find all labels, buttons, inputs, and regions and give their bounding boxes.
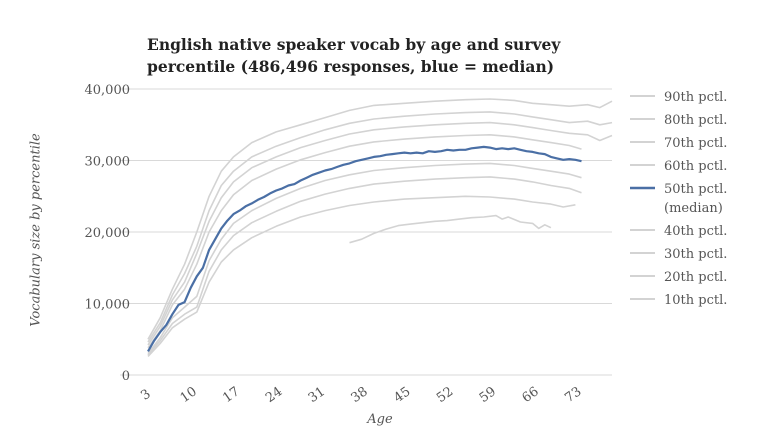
legend-label: (median) (664, 201, 723, 216)
x-tick-label: 59 (477, 384, 499, 406)
chart-title-line-1: English native speaker vocab by age and … (147, 35, 561, 54)
legend-label: 10th pctl. (664, 293, 727, 308)
legend-label: 70th pctl. (664, 136, 727, 151)
chart-title: English native speaker vocab by age and … (147, 34, 560, 78)
series-line (147, 121, 613, 346)
x-tick-label: 52 (434, 384, 456, 406)
series-line (147, 162, 582, 355)
y-tick-label: 20,000 (85, 226, 131, 241)
legend-label: 90th pctl. (664, 90, 727, 105)
y-tick-label: 40,000 (85, 83, 131, 98)
x-tick-label: 66 (520, 384, 542, 406)
y-tick-label: 0 (122, 369, 130, 384)
x-tick-label: 24 (263, 384, 285, 406)
x-axis-label: Age (367, 412, 393, 427)
x-tick-label: 45 (391, 384, 413, 406)
series-line (147, 195, 576, 357)
x-tick-label: 17 (220, 384, 242, 406)
legend-label: 50th pctl. (664, 182, 727, 197)
legend-label: 80th pctl. (664, 113, 727, 128)
x-tick-label: 73 (562, 384, 584, 406)
x-tick-label: 10 (178, 384, 200, 406)
series-line (147, 134, 582, 349)
series-line (349, 214, 552, 244)
legend-label: 40th pctl. (664, 224, 727, 239)
legend-label: 60th pctl. (664, 159, 727, 174)
y-tick-label: 10,000 (85, 298, 131, 313)
legend-label: 20th pctl. (664, 270, 727, 285)
series-line (147, 98, 613, 340)
legend-label: 30th pctl. (664, 247, 727, 262)
series-line-median (147, 145, 582, 352)
x-tick-label: 31 (306, 384, 328, 406)
x-tick-label: 3 (138, 387, 153, 404)
x-tick-label: 38 (349, 384, 371, 406)
y-tick-label: 30,000 (85, 155, 131, 170)
series-line (147, 176, 582, 356)
series-line (147, 111, 613, 343)
chart-title-line-2: percentile (486,496 responses, blue = me… (147, 57, 555, 76)
